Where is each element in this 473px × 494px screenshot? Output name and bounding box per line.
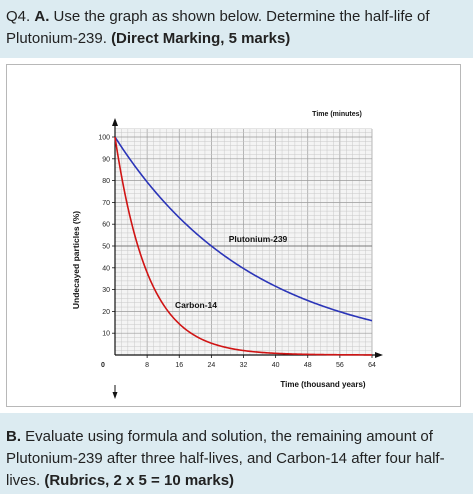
x-tick-label: 48 (304, 362, 312, 369)
question-b-body: Evaluate using formula and solution, the… (6, 428, 445, 489)
question-a-part: A. (34, 8, 50, 25)
question-a-marking: (Direct Marking, 5 marks) (111, 30, 291, 47)
y-tick-label: 100 (98, 135, 110, 142)
graph-frame (6, 64, 461, 407)
x-tick-label: 64 (368, 362, 376, 369)
question-a-text: Q4. A. Use the graph as shown below. Det… (6, 6, 468, 50)
question-b-text: B. Evaluate using formula and solution, … (6, 426, 470, 492)
down-arrow-icon (112, 392, 118, 399)
y-tick-label: 30 (102, 287, 110, 294)
graph-figure: 10 20 30 40 50 60 70 80 90 100 0 8 16 24 32 40 48 56 64 Un… (0, 58, 473, 413)
chart-grid (114, 128, 373, 356)
x-tick-label: 32 (240, 362, 248, 369)
series-label-plutonium: Plutonium-239 (229, 234, 288, 244)
y-axis-label: Undecayed particles (%) (71, 211, 81, 309)
question-b-part: B. (6, 428, 21, 445)
question-number: Q4. (6, 8, 35, 25)
x-tick-label: 56 (336, 362, 344, 369)
x-tick-label: 8 (145, 362, 149, 369)
decay-chart: 10 20 30 40 50 60 70 80 90 100 0 8 16 24 32 40 48 56 64 Un… (71, 111, 383, 399)
y-tick-label: 80 (102, 178, 110, 185)
chart-series (114, 136, 373, 356)
y-tick-label: 10 (102, 331, 110, 338)
series-label-carbon: Carbon-14 (175, 300, 217, 310)
y-tick-label: 50 (102, 244, 110, 251)
x-origin-label: 0 (101, 362, 105, 369)
plutonium-curve (114, 136, 373, 322)
question-a-body: Use the graph as shown below. Determine … (6, 8, 430, 47)
y-tick-label: 60 (102, 222, 110, 229)
y-tick-label: 90 (102, 156, 110, 163)
x-axis-label: Time (thousand years) (280, 380, 366, 389)
y-tick-label: 40 (102, 265, 110, 272)
chart-ticks: 10 20 30 40 50 60 70 80 90 100 0 8 16 24 32 40 48 56 64 (98, 135, 376, 370)
x-tick-label: 16 (175, 362, 183, 369)
x-tick-label: 24 (207, 362, 215, 369)
x-tick-label: 40 (272, 362, 280, 369)
y-tick-label: 20 (102, 309, 110, 316)
question-a-panel: Q4. A. Use the graph as shown below. Det… (0, 0, 473, 58)
carbon-curve (114, 136, 372, 356)
x-axis-arrow-icon (375, 352, 383, 358)
y-axis-arrow-icon (112, 118, 118, 126)
question-b-marking: (Rubrics, 2 x 5 = 10 marks) (44, 472, 235, 489)
y-tick-label: 70 (102, 200, 110, 207)
question-b-panel: B. Evaluate using formula and solution, … (0, 413, 473, 494)
top-right-caption: Time (minutes) (312, 111, 362, 118)
